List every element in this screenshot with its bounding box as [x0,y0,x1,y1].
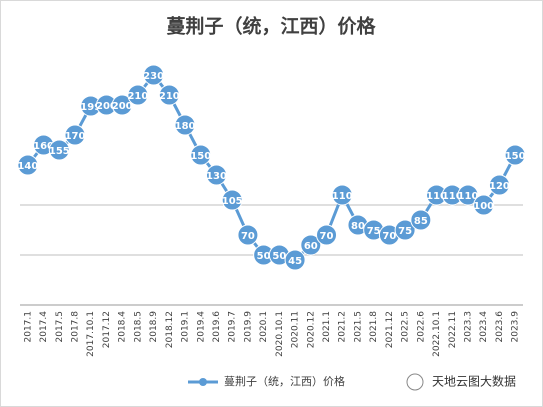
point [300,234,322,256]
data-label: 70 [241,231,255,242]
x-tick-label: 2023.6 [495,311,505,343]
point [457,184,479,206]
point [127,84,149,106]
watermark: 天地云图大数据 [432,374,516,389]
data-label: 60 [304,241,318,252]
x-tick-label: 2017.8 [71,311,81,343]
x-tick-label: 2020.12 [306,311,316,348]
data-label: 50 [272,251,286,262]
data-label: 180 [175,121,196,132]
data-label: 45 [288,256,302,267]
x-tick-label: 2023.9 [511,311,521,343]
x-tick-label: 2018.5 [133,311,143,343]
x-tick-label: 2023.3 [463,311,473,343]
x-tick-label: 2019.4 [196,311,206,343]
data-label: 85 [414,216,428,227]
data-label: 200 [96,101,117,112]
x-tick-label: 2021.2 [338,311,348,343]
x-tick-label: 2022.5 [401,311,411,343]
watermark-icon [406,373,424,391]
x-tick-label: 2022.10.1 [432,311,442,357]
x-tick-label: 2021.8 [369,311,379,343]
point [394,219,416,241]
x-tick-label: 2017.4 [39,311,49,343]
x-tick-label: 2023.4 [479,311,489,343]
x-tick-label: 2019.6 [212,311,222,343]
x-tick-label: 2021.1 [322,311,332,343]
point [316,224,338,246]
point [221,189,243,211]
data-label: 120 [489,181,510,192]
x-tick-label: 2017.5 [55,311,65,343]
point [158,84,180,106]
chart-title: 蔓荆子（统，江西）价格 [166,15,376,38]
point [504,144,526,166]
point [48,139,70,161]
point [111,94,133,116]
data-label: 140 [17,161,38,172]
x-tick-label: 2017.1 [23,311,33,343]
legend-label: 蔓荆子（统，江西）价格 [224,374,345,388]
point [284,249,306,271]
point [331,184,353,206]
point [488,174,510,196]
point [17,154,39,176]
data-label: 155 [49,146,70,157]
x-tick-label: 2019.7 [228,311,238,343]
data-label: 210 [159,91,180,102]
x-tick-label: 2020.1 [259,311,269,343]
data-label: 75 [367,226,381,237]
point [174,114,196,136]
data-label: 70 [382,231,396,242]
data-label: 105 [222,196,243,207]
x-tick-label: 2022.6 [416,311,426,343]
point [410,209,432,231]
x-tick-label: 2018.12 [165,311,175,348]
data-label: 50 [257,251,271,262]
data-label: 210 [127,91,148,102]
point [237,224,259,246]
x-tick-label: 2017.12 [102,311,112,348]
point [473,194,495,216]
data-label: 75 [398,226,412,237]
x-tick-label: 2018.4 [118,311,128,343]
data-label: 160 [33,141,54,152]
data-label: 170 [65,131,86,142]
data-label: 200 [112,101,133,112]
x-tick-label: 2017.10.1 [86,311,96,357]
data-label: 150 [190,151,211,162]
x-tick-label: 2018.9 [149,311,159,343]
data-label: 130 [206,171,227,182]
data-label: 230 [143,71,164,82]
data-label: 150 [505,151,526,162]
data-label: 100 [473,201,494,212]
point [143,64,165,86]
x-tick-label: 2022.11 [448,311,458,348]
x-tick-label: 2019.9 [243,311,253,343]
point [64,124,86,146]
data-label: 110 [458,191,479,202]
data-label: 80 [351,221,365,232]
point [205,164,227,186]
data-label: 110 [442,191,463,202]
x-tick-label: 2019.1 [181,311,191,343]
x-tick-label: 2020.11 [291,311,301,348]
data-label: 70 [320,231,334,242]
x-tick-label: 2021.12 [385,311,395,348]
x-tick-label: 2020.10.1 [275,311,285,357]
legend-marker [199,378,207,386]
x-tick-label: 2021.5 [353,311,363,343]
data-label: 110 [426,191,447,202]
point [190,144,212,166]
data-label: 199 [80,102,101,113]
data-label: 110 [332,191,353,202]
